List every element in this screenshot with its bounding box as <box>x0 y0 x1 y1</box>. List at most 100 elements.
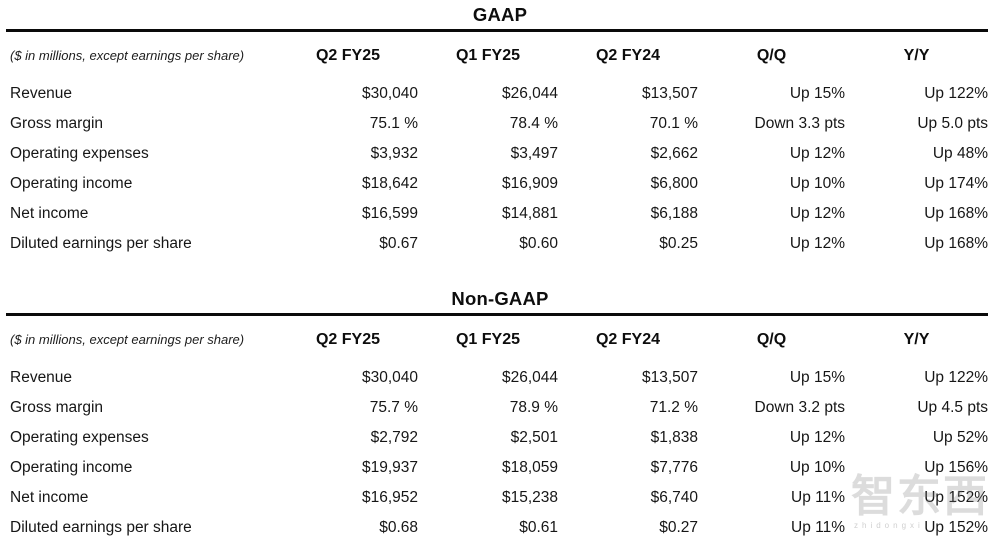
cell-value: Up 168% <box>924 235 988 252</box>
cell-value: Up 152% <box>924 489 988 506</box>
row-label: Operating expenses <box>10 145 149 162</box>
table-row: Gross margin 75.1 % 78.4 % 70.1 % Down 3.3 p… <box>6 109 988 139</box>
table-title-gaap: GAAP <box>472 4 528 25</box>
cell-value: Up 5.0 pts <box>917 115 988 132</box>
column-header-0: Q2 FY25 <box>315 46 381 64</box>
units-note-cell: ($ in millions, except earnings per shar… <box>6 31 278 80</box>
cell-value: $13,507 <box>641 369 698 386</box>
cell-value: Up 174% <box>924 175 988 192</box>
column-header-4: Y/Y <box>903 330 930 348</box>
cell-value: Up 152% <box>924 519 988 536</box>
row-label: Gross margin <box>10 399 104 416</box>
cell-value: $16,909 <box>501 175 558 192</box>
row-label: Operating income <box>10 175 133 192</box>
units-note: ($ in millions, except earnings per shar… <box>10 331 245 347</box>
cell-value: Up 15% <box>789 369 845 386</box>
cell-value: $0.60 <box>519 235 558 252</box>
cell-value: $26,044 <box>501 85 558 102</box>
table-row: Revenue $30,040 $26,044 $13,507 Up 15% Up 122… <box>6 363 988 393</box>
table-row: Operating income $18,642 $16,909 $6,800 Up 1… <box>6 169 988 199</box>
row-label: Revenue <box>10 369 73 386</box>
cell-value: Up 168% <box>924 205 988 222</box>
column-header-3: Q/Q <box>756 46 787 64</box>
table-row: Operating income $19,937 $18,059 $7,776 Up 1… <box>6 453 988 483</box>
cell-value: Up 12% <box>789 205 845 222</box>
cell-value: $0.25 <box>659 235 698 252</box>
cell-value: Down 3.2 pts <box>754 399 845 416</box>
table-row: Diluted earnings per share $0.68 $0.61 $0.2… <box>6 513 988 543</box>
cell-value: $18,059 <box>501 459 558 476</box>
row-label: Revenue <box>10 85 73 102</box>
table-row: Diluted earnings per share $0.67 $0.60 $0.2… <box>6 229 988 259</box>
cell-value: $7,776 <box>650 459 698 476</box>
cell-value: $3,932 <box>370 145 418 162</box>
cell-value: Up 122% <box>924 85 988 102</box>
table-non-gaap: ($ in millions, except earnings per shar… <box>6 313 988 543</box>
cell-value: $18,642 <box>361 175 418 192</box>
table-row: Gross margin 75.7 % 78.9 % 71.2 % Down 3.2 p… <box>6 393 988 423</box>
cell-value: $0.27 <box>659 519 698 536</box>
column-header-3: Q/Q <box>756 330 787 348</box>
cell-value: 78.9 % <box>509 399 558 416</box>
cell-value: $1,838 <box>650 429 698 446</box>
row-label: Net income <box>10 489 89 506</box>
cell-value: $16,599 <box>361 205 418 222</box>
cell-value: Up 11% <box>791 519 845 536</box>
cell-value: $0.61 <box>519 519 558 536</box>
cell-value: Up 12% <box>789 145 845 162</box>
cell-value: $6,188 <box>650 205 698 222</box>
cell-value: $15,238 <box>501 489 558 506</box>
cell-value: Up 156% <box>924 459 988 476</box>
cell-value: Up 52% <box>932 429 988 446</box>
cell-value: $26,044 <box>501 369 558 386</box>
column-header-0: Q2 FY25 <box>315 330 381 348</box>
column-header-2: Q2 FY24 <box>595 330 661 348</box>
table-row: Net income $16,952 $15,238 $6,740 Up 11% Up 1… <box>6 483 988 513</box>
row-label: Operating expenses <box>10 429 149 446</box>
cell-value: Down 3.3 pts <box>754 115 845 132</box>
row-label: Diluted earnings per share <box>10 235 192 252</box>
row-label: Operating income <box>10 459 133 476</box>
column-header-1: Q1 FY25 <box>455 330 521 348</box>
cell-value: Up 15% <box>789 85 845 102</box>
cell-value: $0.67 <box>379 235 418 252</box>
cell-value: $3,497 <box>510 145 558 162</box>
cell-value: Up 10% <box>789 459 845 476</box>
cell-value: Up 48% <box>932 145 988 162</box>
cell-value: $6,740 <box>650 489 698 506</box>
table-title-non-gaap: Non-GAAP <box>451 288 549 309</box>
column-header-4: Y/Y <box>903 46 930 64</box>
table-row: Net income $16,599 $14,881 $6,188 Up 12% Up 1… <box>6 199 988 229</box>
cell-value: Up 12% <box>789 429 845 446</box>
cell-value: 75.7 % <box>369 399 418 416</box>
header-row: ($ in millions, except earnings per shar… <box>6 315 988 364</box>
table-gaap: ($ in millions, except earnings per shar… <box>6 29 988 259</box>
cell-value: $0.68 <box>379 519 418 536</box>
financial-table-non-gaap: Non-GAAP ($ in millions, except earnings … <box>0 287 1000 543</box>
units-note-cell: ($ in millions, except earnings per shar… <box>6 315 278 364</box>
row-label: Gross margin <box>10 115 104 132</box>
units-note: ($ in millions, except earnings per shar… <box>10 47 245 63</box>
column-header-2: Q2 FY24 <box>595 46 661 64</box>
header-row: ($ in millions, except earnings per shar… <box>6 31 988 80</box>
column-header-1: Q1 FY25 <box>455 46 521 64</box>
cell-value: 71.2 % <box>649 399 698 416</box>
cell-value: $2,501 <box>510 429 558 446</box>
cell-value: Up 12% <box>789 235 845 252</box>
table-row: Revenue $30,040 $26,044 $13,507 Up 15% Up 122… <box>6 79 988 109</box>
cell-value: $30,040 <box>361 369 418 386</box>
cell-value: Up 10% <box>789 175 845 192</box>
cell-value: 75.1 % <box>369 115 418 132</box>
financial-table-gaap: GAAP ($ in millions, except earnings per … <box>0 3 1000 259</box>
cell-value: Up 122% <box>924 369 988 386</box>
cell-value: $2,662 <box>650 145 698 162</box>
cell-value: $16,952 <box>361 489 418 506</box>
row-label: Net income <box>10 205 89 222</box>
cell-value: $19,937 <box>361 459 418 476</box>
cell-value: $13,507 <box>641 85 698 102</box>
cell-value: $14,881 <box>501 205 558 222</box>
cell-value: 78.4 % <box>509 115 558 132</box>
cell-value: Up 4.5 pts <box>917 399 988 416</box>
cell-value: Up 11% <box>791 489 845 506</box>
